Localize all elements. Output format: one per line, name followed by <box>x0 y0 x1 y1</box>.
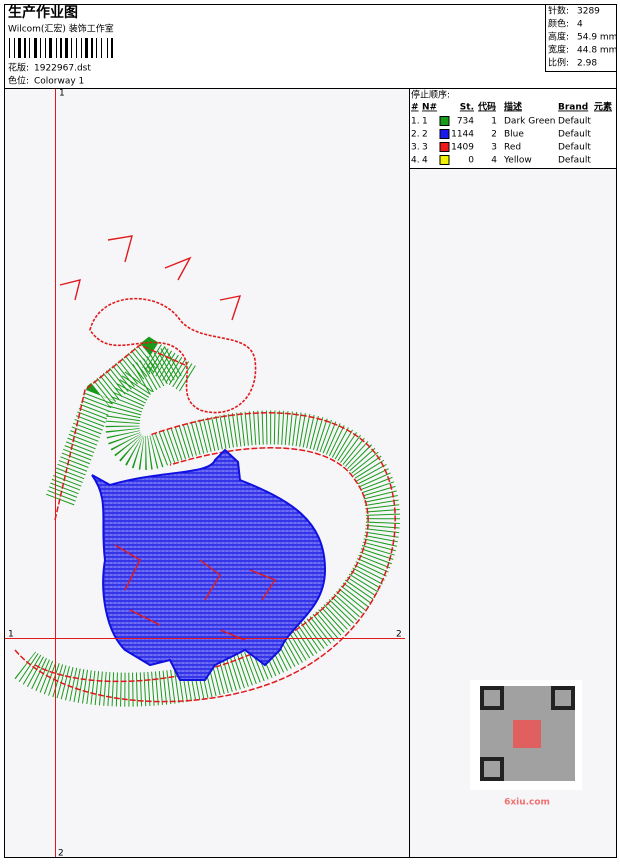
green-satin <box>14 345 400 707</box>
row-index: 4. <box>411 156 420 166</box>
bar <box>9 38 10 58</box>
color-swatch <box>439 155 450 165</box>
brand: Default <box>558 143 591 153</box>
summary-label: 宽度: <box>548 44 569 56</box>
bar <box>56 38 57 58</box>
bar <box>29 38 30 58</box>
barcode <box>9 38 113 58</box>
bar <box>14 38 15 58</box>
stitches: 734 <box>457 117 474 127</box>
stop-table: # N# St. 代码 描述 Brand 元素1. 1 734 1 Dark Green Defaul… <box>411 101 612 166</box>
bar <box>71 38 72 58</box>
axis-label: 2 <box>396 630 402 640</box>
green-satin <box>45 336 198 506</box>
row-index: 1. <box>411 117 420 127</box>
red-sparkles <box>59 235 242 321</box>
bar <box>49 38 52 58</box>
red-outline <box>14 344 396 703</box>
bar <box>91 38 93 58</box>
summary-label: 高度: <box>548 31 569 43</box>
code: 1 <box>491 117 497 127</box>
summary-label: 比例: <box>548 57 569 69</box>
stitches: 1144 <box>451 130 474 140</box>
brand: Default <box>558 130 591 140</box>
red-detail <box>114 544 277 641</box>
red-cloud <box>89 297 257 414</box>
summary-value: 44.8 mm <box>577 46 617 56</box>
summary-value: 2.98 <box>577 59 597 69</box>
description: Dark Green <box>504 117 555 127</box>
description: Blue <box>504 130 524 140</box>
bar <box>111 38 113 58</box>
summary-value: 54.9 mm <box>577 33 617 43</box>
axis-label: 2 <box>58 849 64 859</box>
axis-label: 1 <box>8 630 14 640</box>
row-number: 4 <box>422 156 428 166</box>
table-title: 停止顺序: <box>411 89 450 101</box>
colorway: Colorway 1 <box>34 77 84 87</box>
column-header: N# <box>422 103 437 113</box>
bar <box>18 38 21 58</box>
watermark: 6xiu.com <box>504 798 550 808</box>
axis-label: 1 <box>59 89 65 99</box>
bar <box>40 38 41 58</box>
column-header: 描述 <box>504 101 522 113</box>
description: Yellow <box>503 156 532 166</box>
code: 3 <box>491 143 497 153</box>
row-number: 2 <box>422 130 428 140</box>
code: 2 <box>491 130 497 140</box>
colorway-label: 色位: <box>8 75 29 87</box>
bar <box>45 38 46 58</box>
summary-label: 颜色: <box>548 18 569 30</box>
bar <box>60 38 62 58</box>
row-index: 2. <box>411 130 420 140</box>
bar <box>34 38 37 58</box>
design-label: 花版: <box>8 62 29 74</box>
studio: Wilcom(汇宏) 装饰工作室 <box>8 23 114 35</box>
brand: Default <box>558 117 591 127</box>
brand: Default <box>558 156 591 166</box>
color-swatch <box>439 116 450 126</box>
bar <box>81 38 82 58</box>
bar <box>107 38 108 58</box>
bar <box>101 38 102 58</box>
summary-value: 3289 <box>577 7 600 17</box>
column-header: Brand <box>558 103 588 113</box>
stitches: 1409 <box>451 143 474 153</box>
embroidery <box>14 235 400 707</box>
bar <box>76 38 77 58</box>
column-header: 元素 <box>594 101 612 113</box>
bar <box>65 38 68 58</box>
color-swatch <box>439 142 450 152</box>
description: Red <box>504 143 521 153</box>
title: 生产作业图 <box>8 4 78 21</box>
summary-box <box>545 4 617 72</box>
qr-code <box>470 680 582 790</box>
code: 4 <box>491 156 497 166</box>
blue-fill <box>91 448 327 681</box>
row-number: 1 <box>422 117 428 127</box>
column-header: 代码 <box>477 101 496 113</box>
bar <box>96 38 97 58</box>
summary-value: 4 <box>577 20 583 30</box>
row-index: 3. <box>411 143 420 153</box>
summary: 针数: 3289 颜色: 4 高度: 54.9 mm 宽度: 44.8 mm 比例: 2.98 <box>548 5 617 69</box>
row-number: 3 <box>422 143 428 153</box>
bar <box>24 38 26 58</box>
bar <box>85 38 88 58</box>
stitches: 0 <box>468 156 474 166</box>
column-header: # <box>411 103 419 113</box>
design-file: 1922967.dst <box>34 64 91 74</box>
color-swatch <box>439 129 450 139</box>
column-header: St. <box>460 103 474 113</box>
summary-label: 针数: <box>548 5 569 17</box>
